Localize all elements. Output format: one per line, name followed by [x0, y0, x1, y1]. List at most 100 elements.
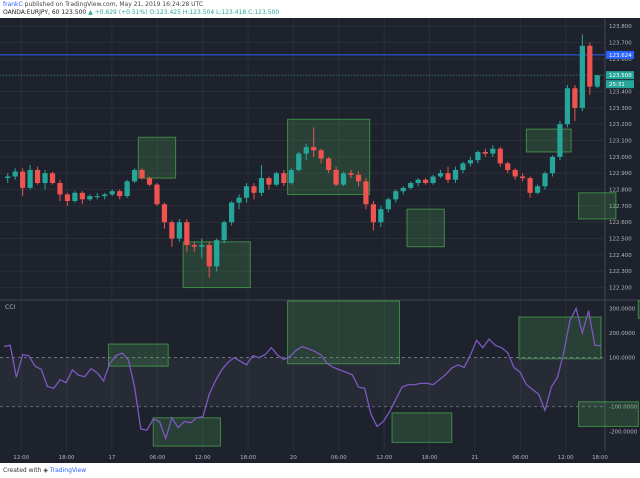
candle-body — [355, 174, 362, 182]
y-tick-label: 123.000 — [609, 155, 632, 161]
candle-body — [79, 192, 85, 200]
candle-body — [258, 178, 265, 193]
price-tag — [606, 50, 634, 59]
x-tick-label: 17 — [108, 455, 115, 461]
candle-body — [184, 222, 190, 246]
price-change: ▲ +0.629 (+0.51%) — [88, 9, 148, 16]
x-tick-label: 12:00 — [376, 455, 392, 461]
cci-zone — [637, 300, 640, 319]
footer: Created with ◈ TradingView — [0, 463, 640, 478]
cci-zone — [518, 316, 602, 360]
candle-body — [243, 186, 250, 198]
tradingview-brand[interactable]: TradingView — [49, 467, 87, 474]
candle-body — [102, 194, 108, 197]
candle-body — [214, 240, 220, 267]
candle-body — [109, 191, 115, 195]
candle-body — [191, 245, 197, 247]
price-tag — [606, 71, 634, 80]
candle-body — [131, 169, 138, 182]
candle-body — [49, 173, 56, 184]
candle-body — [490, 148, 496, 154]
y-tick-label: 122.600 — [609, 220, 632, 226]
candle-body — [94, 196, 100, 198]
y-tick-label: 123.400 — [609, 90, 632, 96]
cci-tick-label: -100.0000 — [609, 405, 638, 411]
cci-zone — [578, 401, 639, 427]
candle-body — [527, 178, 533, 193]
candle-body — [512, 169, 518, 177]
candle-body — [281, 173, 287, 184]
cci-zone — [287, 300, 401, 365]
candle-body — [393, 191, 399, 200]
candle-body — [594, 75, 600, 87]
publish-info: published on TradingView.com, May 21, 20… — [24, 1, 204, 8]
cci-tick-label: 100.0000 — [609, 356, 636, 362]
candle-body — [378, 209, 384, 223]
candle-body — [497, 148, 503, 164]
cci-tick-label: 300.0000 — [609, 306, 636, 312]
x-tick-label: 06:00 — [149, 455, 165, 461]
x-tick-label: 18:00 — [240, 455, 256, 461]
candle-body — [124, 181, 130, 197]
y-tick-label: 122.700 — [609, 204, 632, 210]
x-tick-label: 06:00 — [512, 455, 528, 461]
x-tick-label: 12:00 — [13, 455, 29, 461]
candle-body — [5, 176, 11, 179]
chart-canvas[interactable]: 123.800 123.700 123.600 123.500 123.400 123.3… — [0, 18, 640, 463]
y-tick-label: 122.400 — [609, 253, 632, 259]
y-tick-label: 123.200 — [609, 122, 632, 128]
created-with-label: Created with — [3, 467, 42, 474]
x-tick-label: 12:00 — [558, 455, 574, 461]
y-tick-label: 122.500 — [609, 237, 632, 243]
cci-tick-label: 200.0000 — [609, 331, 636, 337]
demand-supply-zone — [525, 128, 572, 153]
candle-body — [206, 245, 212, 267]
chart-background — [0, 18, 640, 463]
chart-area[interactable]: 123.800 123.700 123.600 123.500 123.400 123.3… — [0, 18, 640, 463]
indicator-name: CCI — [5, 304, 15, 311]
candle-body — [273, 173, 279, 185]
candle-body — [251, 186, 257, 193]
candle-body — [20, 171, 26, 188]
candle-body — [12, 171, 18, 177]
author-link[interactable]: frankC — [3, 1, 23, 8]
x-tick-label: 06:00 — [331, 455, 347, 461]
candle-body — [154, 184, 160, 205]
y-tick-label: 122.900 — [609, 171, 632, 177]
cci-series-line — [3, 306, 602, 441]
y-tick-label: 123.300 — [609, 106, 632, 112]
x-tick-label: 18:00 — [59, 455, 75, 461]
price-tag — [606, 80, 634, 89]
candle-body — [228, 202, 235, 223]
candle-body — [326, 158, 332, 170]
candle-body — [460, 163, 466, 170]
candle-body — [445, 173, 451, 180]
candle-body — [340, 173, 347, 185]
candle-body — [400, 187, 406, 192]
candle-body — [415, 179, 421, 184]
candle-body — [564, 88, 571, 125]
candle-body — [176, 222, 182, 239]
candle-body — [520, 176, 526, 179]
candle-body — [64, 194, 71, 201]
y-tick-label: 123.600 — [609, 57, 632, 63]
candle-body — [139, 169, 145, 179]
y-tick-label: 122.300 — [609, 269, 632, 275]
last-price: 123.500 — [61, 9, 87, 16]
candle-body — [34, 169, 41, 184]
candle-body — [572, 88, 578, 108]
cci-band-fill — [0, 357, 605, 407]
demand-supply-zone — [578, 192, 617, 220]
candle-body — [161, 204, 168, 223]
x-tick-label: 12:00 — [195, 455, 211, 461]
candle-body — [587, 45, 593, 87]
candle-body — [199, 245, 205, 247]
symbol-label: OANDA:EURJPY, 60 — [3, 9, 60, 16]
y-tick-label: 122.800 — [609, 188, 632, 194]
candle-body — [408, 183, 414, 188]
candle-body — [437, 173, 444, 177]
candle-body — [27, 169, 33, 188]
candle-body — [505, 163, 511, 170]
candle-body — [266, 178, 272, 185]
candle-body — [423, 179, 429, 184]
